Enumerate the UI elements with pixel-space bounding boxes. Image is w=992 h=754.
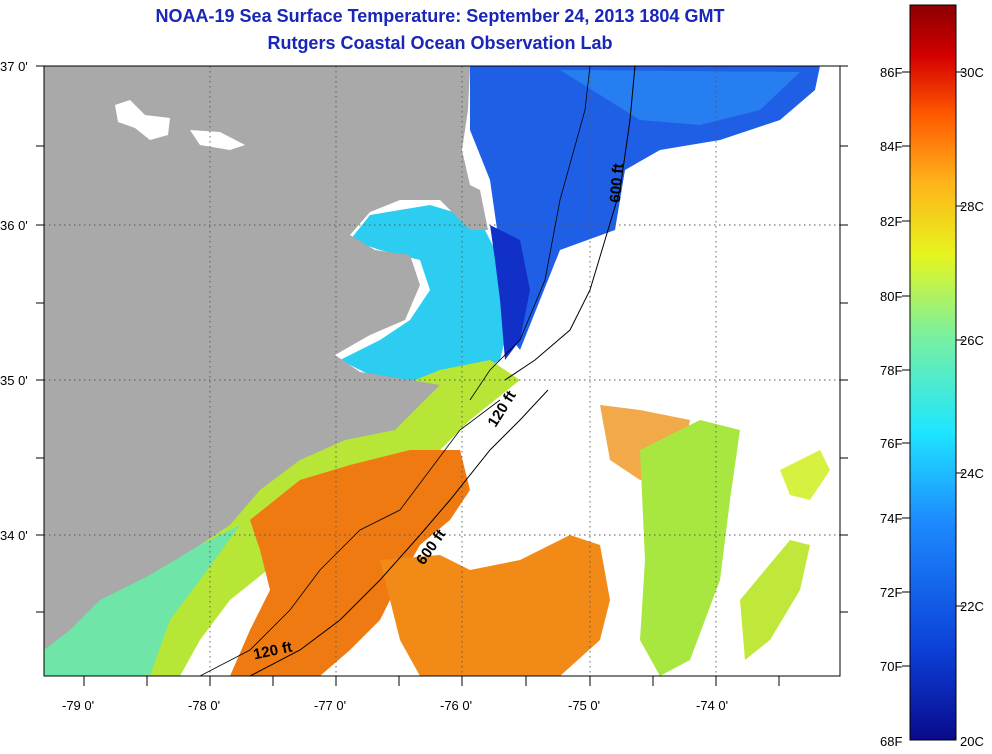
colorbar-label-76f: 76F <box>880 436 902 451</box>
map-frame <box>43 65 841 677</box>
lat-label-35: 35 0' <box>0 373 28 388</box>
colorbar-label-78f: 78F <box>880 363 902 378</box>
isobath-label-600ft-north: 600 ft <box>607 163 627 204</box>
colorbar-label-22c: 22C <box>960 599 984 614</box>
colorbar <box>909 4 957 741</box>
lat-ticks <box>36 65 848 613</box>
land-mass <box>44 66 488 650</box>
lon-label-78: -78 0' <box>188 698 220 713</box>
colorbar-label-68f: 68F <box>880 734 902 749</box>
isobath-600ft-south <box>249 389 549 676</box>
lon-label-74: -74 0' <box>696 698 728 713</box>
map-subtitle: Rutgers Coastal Ocean Observation Lab <box>267 33 613 53</box>
lon-label-76: -76 0' <box>440 698 472 713</box>
colorbar-label-80f: 80F <box>880 289 902 304</box>
colorbar-label-30c: 30C <box>960 65 984 80</box>
cold-water-region <box>470 66 820 350</box>
colorbar-label-28c: 28C <box>960 199 984 214</box>
colorbar-label-26c: 26C <box>960 333 984 348</box>
colorbar-label-24c: 24C <box>960 466 984 481</box>
lon-label-75: -75 0' <box>568 698 600 713</box>
colorbar-label-74f: 74F <box>880 511 902 526</box>
colorbar-label-86f: 86F <box>880 65 902 80</box>
map-title: NOAA-19 Sea Surface Temperature: Septemb… <box>155 6 725 26</box>
sst-data-layer <box>44 66 840 676</box>
isobath-600ft-north <box>504 66 636 381</box>
colorbar-ticks <box>902 71 964 667</box>
colorbar-label-82f: 82F <box>880 214 902 229</box>
lon-label-79: -79 0' <box>62 698 94 713</box>
lon-ticks <box>83 676 780 686</box>
lat-label-34: 34 0' <box>0 528 28 543</box>
colorbar-label-20c: 20C <box>960 734 984 749</box>
offshore-green-patch <box>640 420 740 676</box>
lat-label-36: 36 0' <box>0 218 28 233</box>
lon-label-77: -77 0' <box>314 698 346 713</box>
colorbar-label-72f: 72F <box>880 585 902 600</box>
sound-water-region <box>340 205 510 385</box>
isobath-120ft-north <box>469 66 591 401</box>
graticule <box>44 66 840 676</box>
colorbar-label-70f: 70F <box>880 659 902 674</box>
colorbar-label-84f: 84F <box>880 139 902 154</box>
lat-label-37: 37 0' <box>0 59 28 74</box>
isobath-120ft-south <box>199 399 501 676</box>
gulf-stream-region <box>230 450 470 676</box>
